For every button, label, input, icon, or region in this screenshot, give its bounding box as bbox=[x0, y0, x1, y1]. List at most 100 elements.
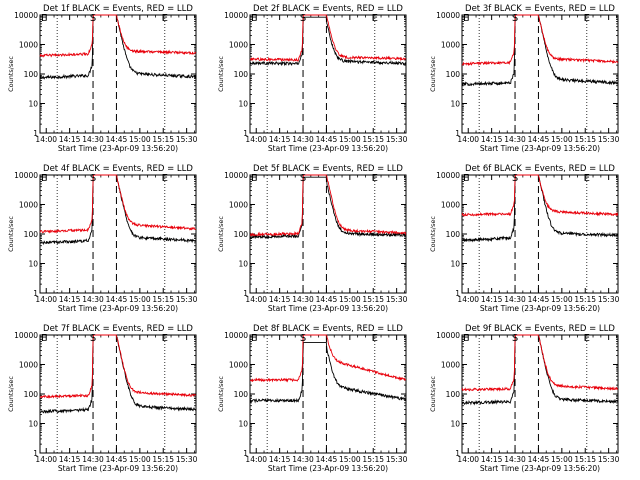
x-axis-label: Start Time (23-Apr-09 13:56:20) bbox=[58, 464, 178, 473]
x-tick-label: 14:30 bbox=[504, 455, 526, 464]
events-series-line bbox=[39, 14, 197, 80]
event-marker-s: S bbox=[512, 13, 518, 24]
chart-title: Det 5f BLACK = Events, RED = LLD bbox=[253, 164, 403, 174]
x-axis-label: Start Time (23-Apr-09 13:56:20) bbox=[480, 144, 600, 153]
y-tick-label: 10 bbox=[450, 100, 460, 109]
event-marker-s: S bbox=[512, 173, 518, 184]
y-tick-label: 10 bbox=[450, 420, 460, 429]
event-marker-s: S bbox=[300, 13, 306, 24]
x-axis-label: Start Time (23-Apr-09 13:56:20) bbox=[480, 464, 600, 473]
x-tick-label: 14:00 bbox=[457, 455, 479, 464]
events-series-line bbox=[461, 174, 619, 243]
y-tick-label: 10000 bbox=[436, 331, 460, 340]
lld-series-line bbox=[39, 14, 197, 58]
x-tick-label: 14:15 bbox=[59, 295, 81, 304]
x-tick-label: 14:45 bbox=[106, 295, 128, 304]
x-tick-label: 14:30 bbox=[82, 135, 104, 144]
y-tick-label: 10 bbox=[238, 420, 248, 429]
x-axis-label: Start Time (23-Apr-09 13:56:20) bbox=[268, 464, 388, 473]
x-tick-label: 14:00 bbox=[457, 135, 479, 144]
chart-panel-3: Det 3f BLACK = Events, RED = LLD 1 10 100 10… bbox=[429, 4, 620, 153]
y-tick-label: 100 bbox=[234, 70, 249, 79]
y-axis-label: Counts/sec bbox=[7, 56, 15, 92]
x-tick-label: 15:00 bbox=[339, 295, 361, 304]
events-series-line bbox=[249, 16, 407, 67]
event-marker-s: S bbox=[300, 333, 306, 344]
chart-panel-4: Det 4f BLACK = Events, RED = LLD 1 10 100 10… bbox=[7, 164, 198, 313]
x-tick-label: 15:30 bbox=[176, 455, 198, 464]
x-tick-label: 14:30 bbox=[292, 295, 314, 304]
x-axis-label: Start Time (23-Apr-09 13:56:20) bbox=[58, 144, 178, 153]
y-tick-label: 100 bbox=[24, 230, 39, 239]
x-tick-label: 14:45 bbox=[106, 455, 128, 464]
x-tick-label: 15:00 bbox=[129, 135, 151, 144]
event-marker-e: E bbox=[162, 173, 168, 184]
y-tick-label: 10000 bbox=[224, 11, 248, 20]
y-axis-label: Counts/sec bbox=[217, 56, 225, 92]
x-tick-label: 15:30 bbox=[598, 295, 620, 304]
lld-series-line bbox=[39, 174, 197, 234]
y-tick-label: 1000 bbox=[19, 201, 38, 210]
lld-series-line bbox=[249, 14, 407, 63]
chart-panel-6: Det 6f BLACK = Events, RED = LLD 1 10 100 10… bbox=[429, 164, 620, 313]
y-axis-label: Counts/sec bbox=[7, 216, 15, 252]
x-tick-label: 15:30 bbox=[176, 295, 198, 304]
y-tick-label: 10 bbox=[28, 260, 38, 269]
y-tick-label: 10 bbox=[28, 100, 38, 109]
event-marker-e: E bbox=[463, 173, 469, 184]
plot-frame bbox=[39, 174, 197, 294]
y-tick-label: 1 bbox=[33, 289, 38, 298]
x-axis-label: Start Time (23-Apr-09 13:56:20) bbox=[268, 144, 388, 153]
y-tick-label: 10000 bbox=[436, 171, 460, 180]
y-tick-label: 10 bbox=[238, 260, 248, 269]
y-axis-label: Counts/sec bbox=[429, 56, 437, 92]
y-tick-label: 1000 bbox=[19, 41, 38, 50]
events-series-line bbox=[39, 174, 197, 246]
y-tick-label: 1 bbox=[33, 129, 38, 138]
y-tick-label: 1 bbox=[33, 449, 38, 458]
chart-panel-2: Det 2f BLACK = Events, RED = LLD 1 10 100 10… bbox=[217, 4, 408, 153]
x-axis-label: Start Time (23-Apr-09 13:56:20) bbox=[480, 304, 600, 313]
event-marker-s: S bbox=[300, 173, 306, 184]
x-tick-label: 14:30 bbox=[504, 135, 526, 144]
lld-series-line bbox=[39, 334, 197, 399]
y-tick-label: 1 bbox=[243, 449, 248, 458]
y-tick-label: 10 bbox=[450, 260, 460, 269]
x-tick-label: 15:15 bbox=[574, 455, 596, 464]
event-marker-e: E bbox=[41, 173, 47, 184]
event-marker-e: E bbox=[372, 333, 378, 344]
x-tick-label: 15:15 bbox=[362, 295, 384, 304]
x-tick-label: 14:45 bbox=[528, 135, 550, 144]
x-tick-label: 15:00 bbox=[339, 455, 361, 464]
y-tick-label: 10000 bbox=[224, 171, 248, 180]
event-marker-e: E bbox=[372, 173, 378, 184]
event-marker-s: S bbox=[90, 173, 96, 184]
x-tick-label: 15:30 bbox=[598, 135, 620, 144]
x-tick-label: 14:45 bbox=[528, 295, 550, 304]
x-axis-label: Start Time (23-Apr-09 13:56:20) bbox=[268, 304, 388, 313]
x-tick-label: 15:15 bbox=[574, 295, 596, 304]
x-tick-label: 15:15 bbox=[152, 455, 174, 464]
x-tick-label: 15:15 bbox=[362, 455, 384, 464]
y-axis-label: Counts/sec bbox=[7, 376, 15, 412]
y-tick-label: 1000 bbox=[229, 41, 248, 50]
x-tick-label: 14:00 bbox=[35, 455, 57, 464]
y-tick-label: 10000 bbox=[14, 11, 38, 20]
event-marker-e: E bbox=[162, 333, 168, 344]
lld-series-line bbox=[461, 174, 619, 217]
x-tick-label: 15:00 bbox=[551, 135, 573, 144]
event-marker-e: E bbox=[584, 333, 590, 344]
events-series-line bbox=[461, 14, 619, 87]
x-tick-label: 14:15 bbox=[59, 135, 81, 144]
x-tick-label: 14:45 bbox=[316, 455, 338, 464]
y-tick-label: 10000 bbox=[14, 171, 38, 180]
x-tick-label: 14:00 bbox=[245, 135, 267, 144]
x-tick-label: 15:15 bbox=[152, 135, 174, 144]
events-series-line bbox=[39, 334, 197, 414]
event-marker-e: E bbox=[162, 13, 168, 24]
x-tick-label: 15:30 bbox=[176, 135, 198, 144]
y-tick-label: 100 bbox=[24, 70, 39, 79]
chart-title: Det 8f BLACK = Events, RED = LLD bbox=[253, 324, 403, 334]
x-tick-label: 14:45 bbox=[106, 135, 128, 144]
